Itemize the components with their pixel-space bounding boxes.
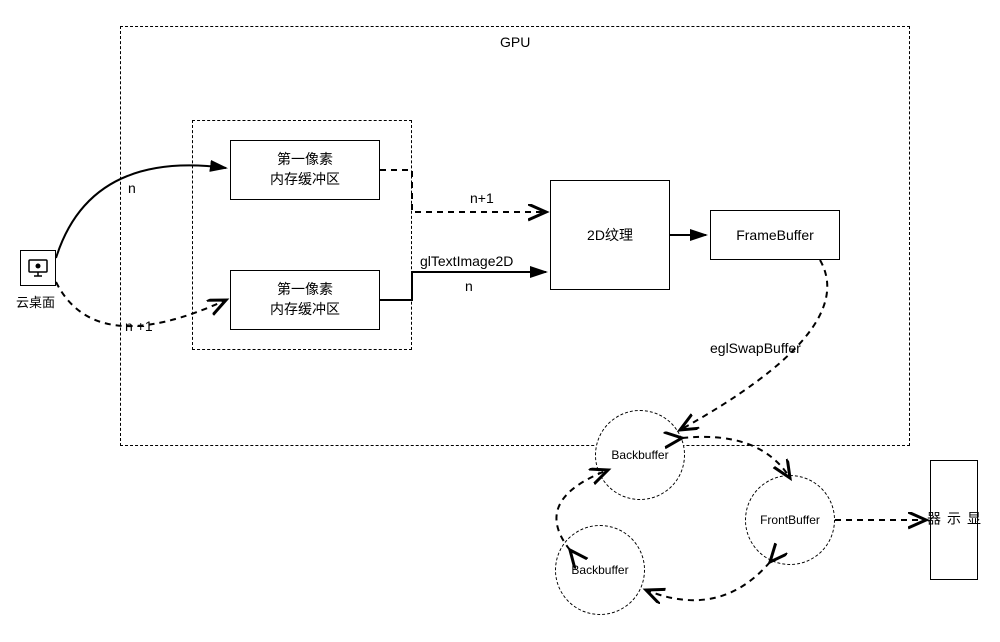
display: 显示器 (930, 460, 978, 580)
edge-label-eglswap: eglSwapBuffer (710, 340, 801, 356)
pixel-buffer-2: 第一像素内存缓冲区 (230, 270, 380, 330)
edge-label-n-bottom: n (465, 278, 473, 294)
framebuffer-label: FrameBuffer (736, 227, 814, 243)
frontbuffer: FrontBuffer (745, 475, 835, 565)
diagram-canvas: GPU 云桌面 第一像素内存缓冲区 第一像素内存缓冲区 2D纹理 FrameBu… (0, 0, 1000, 642)
edge-label-nplus1-right: n+1 (470, 190, 494, 206)
cloud-desktop-icon (20, 250, 56, 286)
pixel-buffer-1: 第一像素内存缓冲区 (230, 140, 380, 200)
texture-2d: 2D纹理 (550, 180, 670, 290)
gpu-title: GPU (500, 34, 530, 50)
display-label: 显示器 (924, 511, 984, 529)
texture-2d-label: 2D纹理 (587, 225, 633, 245)
monitor-icon (26, 256, 50, 280)
pixel-buffer-1-label: 第一像素内存缓冲区 (270, 150, 340, 189)
backbuffer-1-label: Backbuffer (611, 448, 668, 462)
framebuffer: FrameBuffer (710, 210, 840, 260)
cloud-desktop-label: 云桌面 (16, 292, 55, 311)
backbuffer-1: Backbuffer (595, 410, 685, 500)
backbuffer-2-label: Backbuffer (571, 563, 628, 577)
backbuffer-2: Backbuffer (555, 525, 645, 615)
edge-label-n-top: n (128, 180, 136, 196)
pixel-buffer-2-label: 第一像素内存缓冲区 (270, 280, 340, 319)
edge-label-gltex: glTextImage2D (420, 253, 513, 269)
edge-label-nplus1-bottom: n +1 (125, 318, 153, 334)
frontbuffer-label: FrontBuffer (760, 513, 820, 527)
